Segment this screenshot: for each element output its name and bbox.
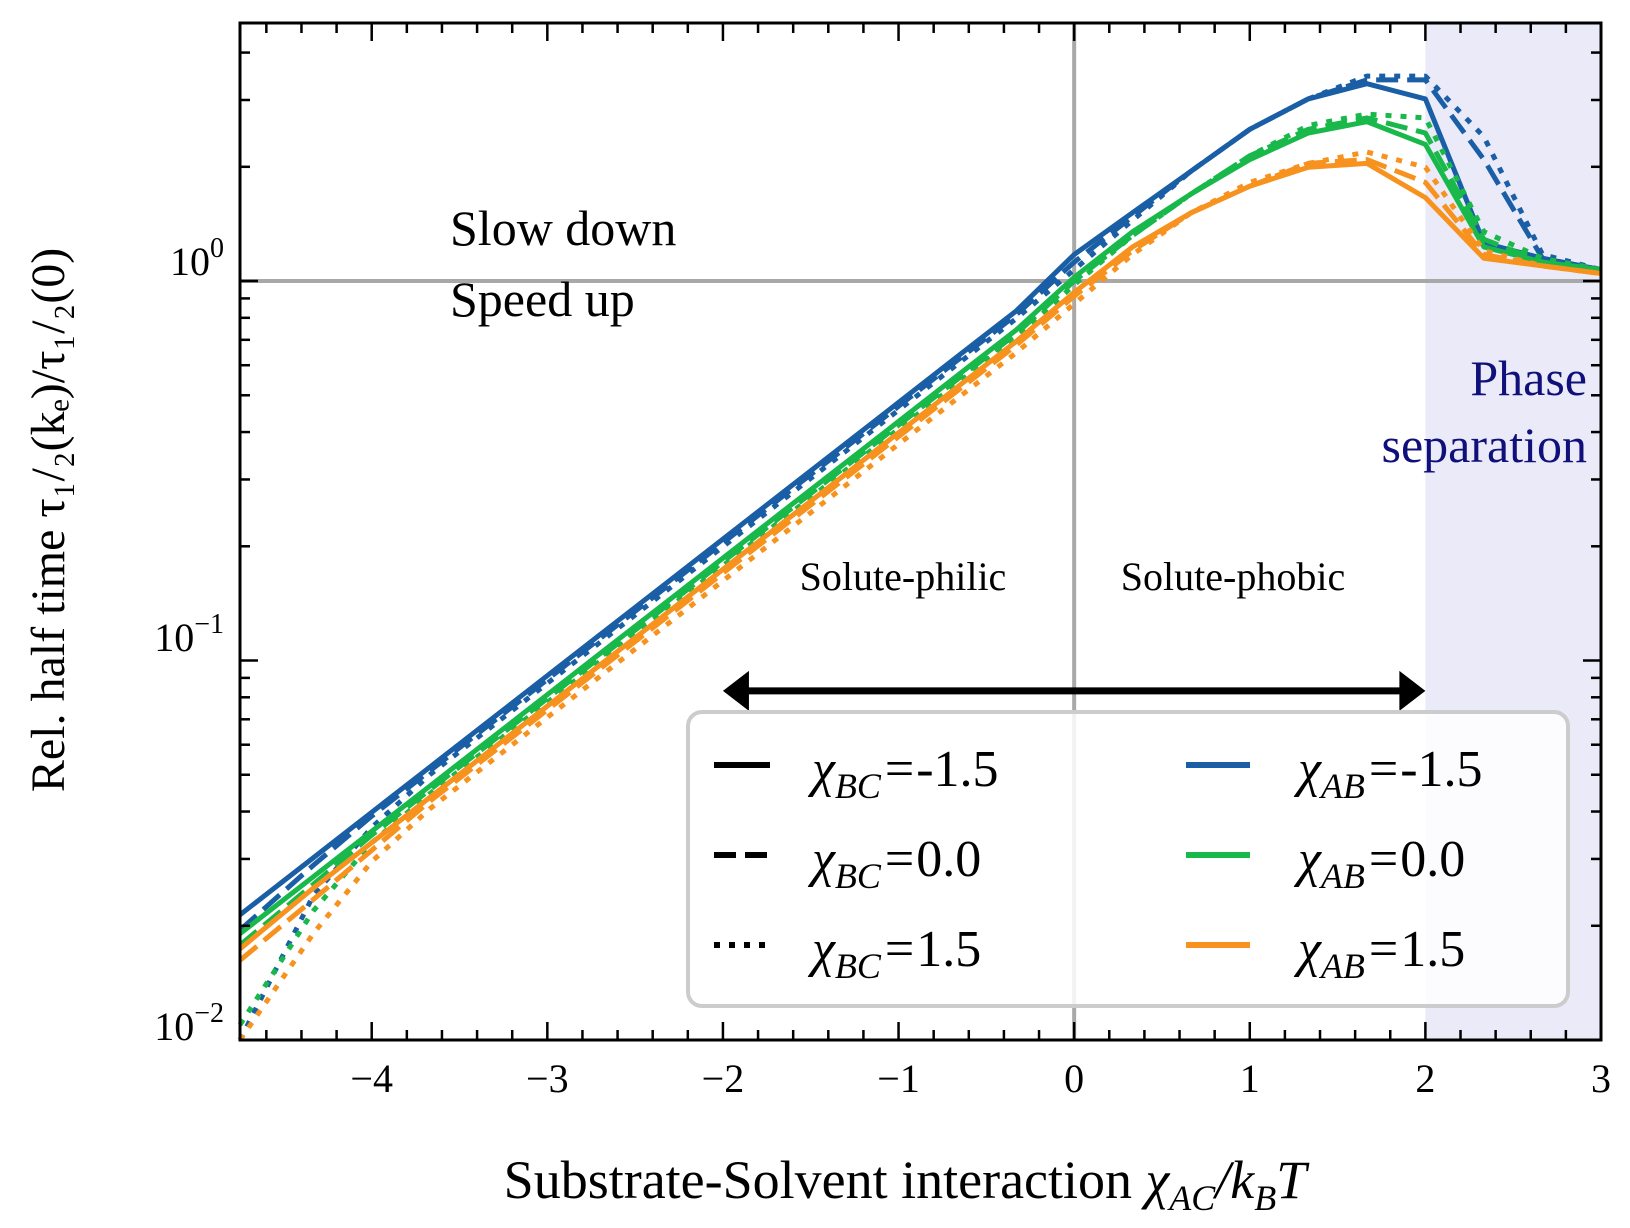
- legend-label: χBC=1.5: [807, 921, 981, 986]
- arrow-head-right: [1399, 670, 1426, 711]
- speed-up-label: Speed up: [450, 271, 635, 327]
- direction-arrow: [722, 670, 1426, 711]
- y-tick-label: 100: [170, 233, 224, 284]
- ticks: [240, 23, 1603, 1042]
- slow-down-label: Slow down: [450, 200, 676, 256]
- x-tick-label: −1: [877, 1056, 920, 1101]
- solute-philic-label: Solute-philic: [800, 554, 1007, 599]
- series-line-8: [237, 149, 1602, 1042]
- series-line-2: [237, 73, 1602, 1042]
- series-line-4: [238, 115, 1602, 948]
- series-line-3: [238, 119, 1602, 936]
- y-tick-label: 10−1: [154, 609, 224, 660]
- y-axis-label: Rel. half time τ₁/₂(kₑ)/τ₁/₂(0): [22, 248, 75, 792]
- series-line-6: [238, 160, 1602, 951]
- x-axis-label: Substrate-Solvent interaction χAC/kBT: [504, 1150, 1311, 1218]
- y-tick-labels: 10−2 10−1 100: [154, 233, 224, 1049]
- legend-label: χAB=0.0: [1293, 831, 1465, 896]
- x-tick-label: 2: [1415, 1056, 1435, 1101]
- x-tick-label: −4: [350, 1056, 393, 1101]
- phase-label-line1: Phase: [1470, 350, 1587, 406]
- legend-box: [686, 710, 1570, 1008]
- x-tick-label: 1: [1240, 1056, 1260, 1101]
- legend-label: χAB=-1.5: [1293, 741, 1483, 806]
- y-tick-label: 10−2: [154, 998, 224, 1049]
- legend-label: χBC=-1.5: [807, 741, 999, 806]
- x-tick-labels: −4 −3 −2 −1 0 1 2 3: [350, 1056, 1611, 1101]
- solute-phobic-label: Solute-phobic: [1121, 554, 1345, 599]
- series-group: [237, 73, 1602, 1042]
- series-line-5: [237, 111, 1602, 1027]
- legend-label: χBC=0.0: [807, 831, 981, 896]
- x-tick-label: 0: [1064, 1056, 1084, 1101]
- series-line-7: [238, 157, 1602, 963]
- x-tick-label: 3: [1591, 1056, 1611, 1101]
- phase-label-line2: separation: [1382, 417, 1587, 473]
- series-line-0: [238, 81, 1602, 917]
- plot-frame: [238, 21, 1603, 1042]
- x-tick-label: −2: [702, 1056, 745, 1101]
- legend: χBC=-1.5 χBC=0.0 χBC=1.5 χAB=-1.5 χAB=0.…: [686, 710, 1570, 1008]
- legend-label: χAB=1.5: [1293, 921, 1465, 986]
- series-line-1: [238, 77, 1602, 932]
- arrow-head-left: [722, 670, 749, 711]
- x-tick-label: −3: [526, 1056, 569, 1101]
